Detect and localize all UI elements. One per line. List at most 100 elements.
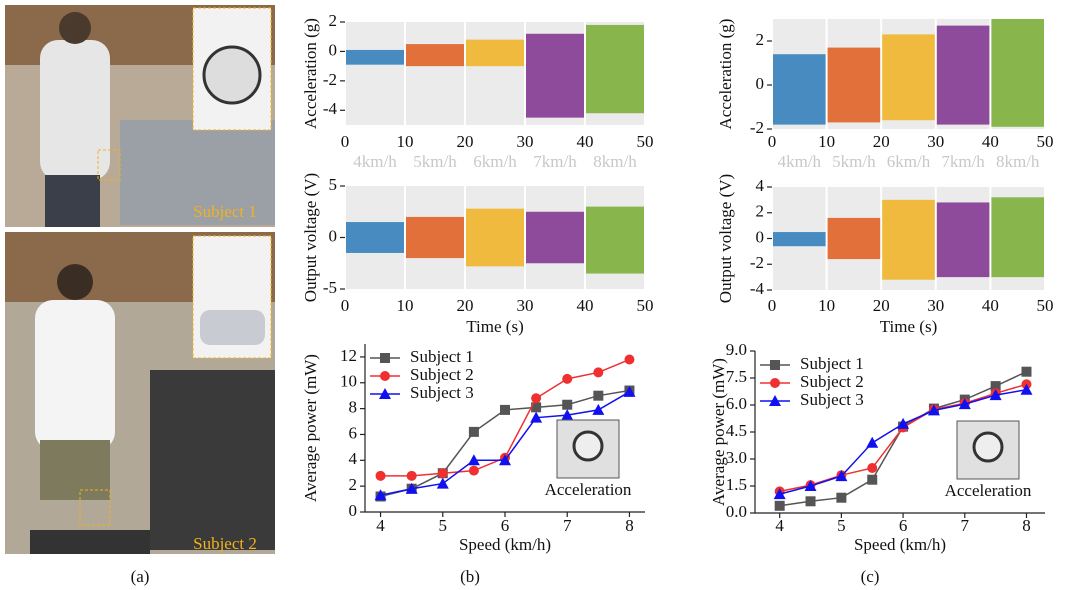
marker (897, 417, 910, 429)
photo-subject-2 (5, 232, 275, 554)
speed-label: 5km/h (413, 152, 457, 171)
person-shirt (35, 300, 115, 450)
marker (562, 399, 573, 410)
signal-band (882, 199, 935, 280)
y-tick-label: 10 (340, 372, 357, 391)
marker (867, 463, 878, 473)
y-tick-label: 5 (329, 175, 338, 194)
x-tick-label: 10 (397, 132, 414, 151)
x-tick-label: 20 (457, 132, 474, 151)
signal-band (991, 197, 1044, 278)
marker (624, 354, 635, 365)
lab-equipment (150, 370, 275, 550)
y-axis-label: Average power (mW) (709, 358, 728, 506)
signal-band (406, 44, 464, 67)
person-shirt (40, 40, 110, 180)
signal-band (827, 217, 881, 260)
x-tick-label: 4 (376, 516, 385, 535)
signal-band (466, 208, 524, 267)
speed-label: 8km/h (996, 152, 1040, 171)
marker (804, 480, 817, 491)
person-shorts (40, 440, 110, 500)
y-tick-label: 9.0 (726, 340, 747, 359)
person-pants (45, 175, 100, 227)
panel-label: (b) (460, 567, 480, 586)
signal-band (882, 34, 935, 121)
y-axis-label: Average power (mW) (301, 354, 320, 502)
inset-device (572, 430, 604, 462)
marker (773, 488, 786, 500)
y-axis-label: Output voltage (V) (301, 173, 320, 302)
x-tick-label: 0 (768, 132, 777, 151)
y-tick-label: -2 (750, 253, 764, 272)
x-tick-label: 20 (873, 132, 890, 151)
person-head (57, 264, 93, 300)
signal-band (526, 211, 584, 264)
y-axis-label: Output voltage (V) (716, 174, 735, 303)
y-tick-label: 0 (329, 40, 338, 59)
marker (927, 404, 940, 416)
speed-label: 6km/h (887, 152, 931, 171)
x-tick-label: 20 (873, 296, 890, 315)
marker (468, 426, 479, 437)
y-axis-label: Acceleration (g) (716, 19, 735, 130)
y-tick-label: -4 (750, 279, 765, 298)
x-tick-label: 30 (927, 132, 944, 151)
x-axis-label: Time (s) (466, 317, 523, 336)
marker (958, 398, 971, 410)
marker (593, 367, 604, 378)
marker (836, 492, 847, 503)
marker (592, 403, 605, 415)
x-tick-label: 5 (837, 516, 846, 535)
marker (500, 404, 510, 415)
marker (531, 402, 542, 413)
legend-label: Subject 2 (800, 372, 864, 391)
legend-marker (769, 395, 781, 406)
signal-band (936, 25, 990, 125)
signal-band (991, 19, 1044, 127)
marker (406, 470, 417, 481)
marker (468, 465, 479, 476)
y-tick-label: 0.0 (726, 502, 747, 521)
y-tick-label: 2 (756, 30, 765, 49)
axis-line (754, 351, 1045, 514)
marker (436, 477, 449, 489)
lab-equipment (120, 120, 275, 225)
y-tick-label: 12 (340, 346, 357, 365)
x-tick-label: 40 (982, 132, 999, 151)
signal-band (773, 54, 826, 125)
legend-label: Subject 3 (800, 390, 864, 409)
panel-label: (c) (861, 567, 880, 586)
legend-marker (380, 353, 390, 363)
legend-marker (770, 378, 780, 388)
y-tick-label: 6 (349, 423, 358, 442)
x-tick-label: 50 (1037, 132, 1054, 151)
marker (593, 390, 604, 401)
annotation: Acceleration (545, 480, 632, 499)
y-tick-label: -4 (323, 99, 338, 118)
x-axis-label: Time (s) (880, 317, 937, 336)
marker (531, 393, 542, 404)
marker (561, 409, 574, 421)
marker (499, 454, 511, 466)
x-tick-label: 10 (397, 296, 414, 315)
signal-band (827, 47, 881, 123)
y-tick-label: 2 (349, 475, 358, 494)
marker (866, 436, 879, 448)
x-tick-label: 4 (775, 516, 784, 535)
signal-band (346, 222, 404, 253)
x-tick-label: 7 (563, 516, 572, 535)
x-tick-label: 5 (439, 516, 448, 535)
inset-device (972, 431, 1004, 463)
signal-band (936, 202, 990, 278)
legend-marker (380, 371, 390, 381)
marker (1021, 366, 1032, 377)
legend-label: Subject 1 (410, 347, 474, 366)
x-tick-label: 40 (982, 296, 999, 315)
marker (805, 496, 816, 507)
marker (374, 489, 387, 501)
marker (623, 385, 636, 397)
x-tick-label: 30 (927, 296, 944, 315)
x-tick-label: 40 (577, 132, 594, 151)
speed-label: 4km/h (353, 152, 397, 171)
